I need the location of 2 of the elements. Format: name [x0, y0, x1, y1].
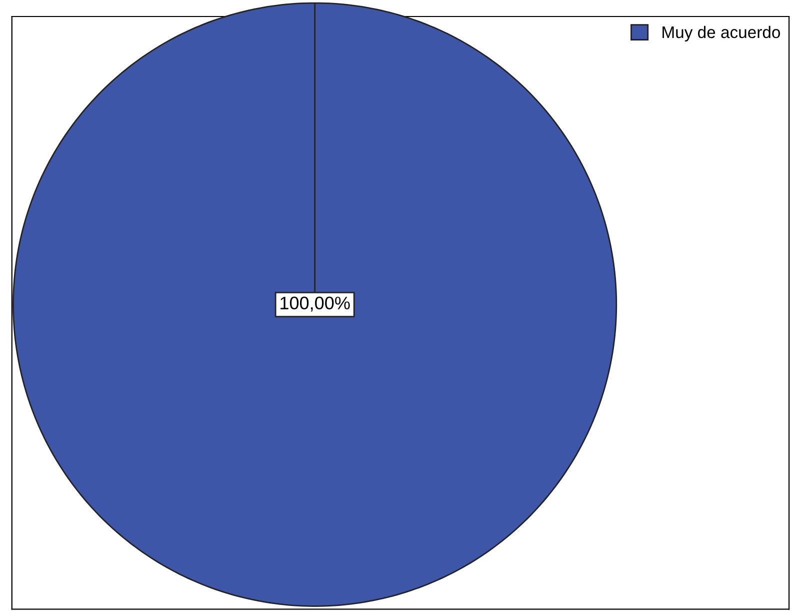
data-label: 100,00% [280, 296, 350, 312]
legend-label: Muy de acuerdo [662, 26, 780, 42]
